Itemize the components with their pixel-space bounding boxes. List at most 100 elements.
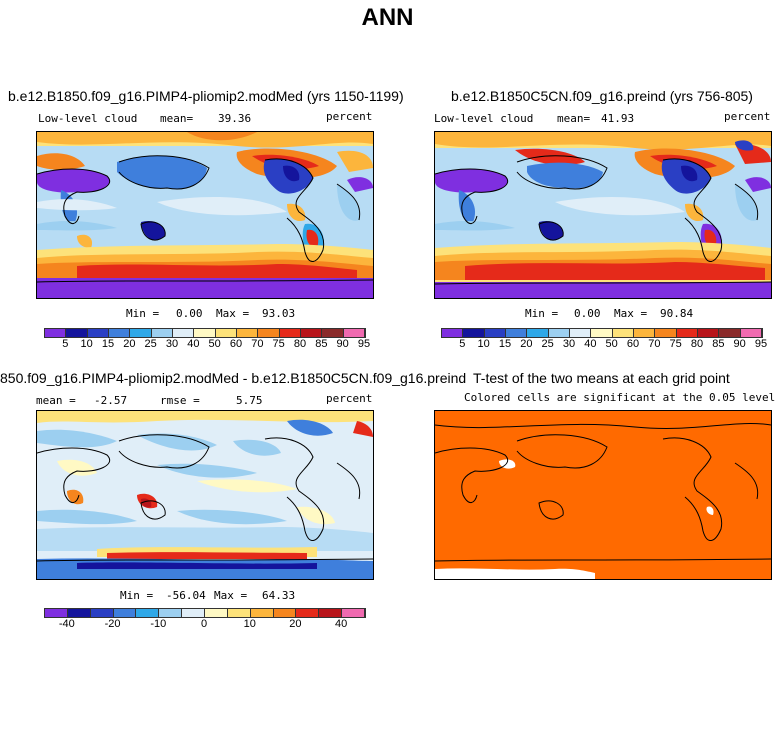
test-colorbar-cell: [279, 329, 301, 337]
test-colorbar-cell: [258, 329, 280, 337]
control-colorbar-ticks: 5 10 15 20 25 30 40 50 60 70 75 80 85 90 95: [441, 338, 767, 352]
difference-colorbar-cell: [90, 609, 114, 617]
ttest-panel-title: T-test of the two means at each grid poi…: [473, 370, 730, 386]
test-colorbar-cell: [322, 329, 344, 337]
test-colorbar-tick-label: 95: [357, 338, 371, 350]
difference-colorbar-cell: [67, 609, 91, 617]
test-colorbar-cell: [108, 329, 131, 337]
test-colorbar-tick-label: 15: [101, 338, 115, 350]
test-colorbar-tick-label: 40: [187, 338, 200, 350]
test-colorbar: [44, 328, 366, 338]
difference-colorbar-tick-label: 10: [243, 618, 256, 630]
control-colorbar-cell: [527, 329, 549, 337]
test-colorbar-tick-label: 30: [165, 338, 179, 350]
control-colorbar-tick-label: 20: [520, 338, 533, 350]
test-field-label: Low-level cloud: [38, 112, 138, 125]
control-colorbar-tick-label: 5: [459, 338, 466, 350]
test-colorbar-cell: [194, 329, 216, 337]
difference-colorbar-cell: [182, 609, 206, 617]
difference-colorbar-cell: [273, 609, 297, 617]
difference-colorbar-ticks: -40 -20 -10 0 10 20 40: [44, 618, 364, 632]
control-colorbar-tick-label: 90: [733, 338, 746, 350]
control-panel-title: b.e12.B1850C5CN.f09_g16.preind (yrs 756-…: [451, 88, 753, 104]
test-max-value: 93.03: [262, 307, 296, 320]
difference-colorbar-cell: [319, 609, 343, 617]
difference-map-field: [37, 411, 373, 579]
control-colorbar-tick-label: 95: [754, 338, 768, 350]
test-colorbar-cell: [172, 329, 195, 337]
test-colorbar-tick-label: 85: [315, 338, 328, 350]
ttest-map-field: [435, 411, 771, 579]
difference-colorbar-cell: [250, 609, 274, 617]
control-colorbar-cell: [463, 329, 485, 337]
ttest-subtitle: Colored cells are significant at the 0.0…: [464, 391, 775, 404]
control-units: percent: [724, 110, 771, 123]
test-max-label: Max =: [216, 307, 250, 320]
difference-colorbar-cell: [342, 609, 366, 617]
control-max-value: 90.84: [660, 307, 694, 320]
difference-colorbar-cell: [296, 609, 320, 617]
figure-title: ANN: [361, 4, 414, 31]
test-colorbar-cell: [151, 329, 173, 337]
test-colorbar-tick-label: 75: [272, 338, 285, 350]
test-colorbar-cell: [215, 329, 237, 337]
control-field-label: Low-level cloud: [434, 112, 534, 125]
control-min-value: 0.00: [574, 307, 601, 320]
test-colorbar-cell: [66, 329, 88, 337]
difference-max-label: Max =: [214, 589, 248, 602]
control-colorbar-cell: [697, 329, 720, 337]
control-min-label: Min =: [525, 307, 559, 320]
test-colorbar-cell: [87, 329, 109, 337]
test-cloud-map: [36, 131, 374, 299]
control-colorbar-cell: [548, 329, 570, 337]
control-colorbar-cell: [484, 329, 506, 337]
test-colorbar-ticks: 5 10 15 20 25 30 40 50 60 70 75 80 85 90 95: [44, 338, 370, 352]
control-cloud-map: [434, 131, 772, 299]
difference-colorbar-cell: [205, 609, 228, 617]
difference-rmse-value: 5.75: [236, 394, 263, 407]
difference-min-value: -56.04: [166, 589, 206, 602]
test-colorbar-cell: [343, 329, 365, 337]
control-colorbar-cell: [505, 329, 528, 337]
test-panel-title: b.e12.B1850.f09_g16.PIMP4-pliomip2.modMe…: [8, 88, 404, 104]
control-colorbar-cell: [612, 329, 634, 337]
control-mean-label: mean=: [557, 112, 591, 125]
test-colorbar-cell: [130, 329, 152, 337]
difference-colorbar-tick-label: -40: [58, 618, 75, 630]
difference-max-value: 64.33: [262, 589, 296, 602]
test-colorbar-cell: [300, 329, 323, 337]
difference-colorbar-cell: [159, 609, 183, 617]
test-min-value: 0.00: [176, 307, 203, 320]
test-colorbar-cell: [45, 329, 67, 337]
difference-mean-label: mean =: [36, 394, 76, 407]
difference-colorbar-cell: [227, 609, 251, 617]
test-colorbar-tick-label: 80: [293, 338, 307, 350]
difference-panel-title: 850.f09_g16.PIMP4-pliomip2.modMed - b.e1…: [0, 370, 467, 386]
control-colorbar-cell: [655, 329, 677, 337]
control-mean-value: 41.93: [601, 112, 635, 125]
control-colorbar-cell: [591, 329, 613, 337]
control-colorbar-tick-label: 80: [690, 338, 704, 350]
control-colorbar-tick-label: 30: [562, 338, 576, 350]
control-colorbar-cell: [740, 329, 762, 337]
control-colorbar-cell: [442, 329, 464, 337]
difference-colorbar-cell: [113, 609, 137, 617]
test-mean-label: mean=: [160, 112, 194, 125]
test-map-field: [37, 132, 373, 298]
control-colorbar-tick-label: 85: [712, 338, 725, 350]
test-colorbar-tick-label: 5: [62, 338, 69, 350]
test-colorbar-tick-label: 50: [208, 338, 221, 350]
control-colorbar-tick-label: 50: [605, 338, 618, 350]
test-min-label: Min =: [126, 307, 160, 320]
control-colorbar-cell: [719, 329, 741, 337]
difference-colorbar-tick-label: -10: [150, 618, 167, 630]
difference-colorbar-cell: [45, 609, 68, 617]
control-colorbar-tick-label: 40: [584, 338, 597, 350]
control-colorbar-tick-label: 60: [626, 338, 640, 350]
difference-min-label: Min =: [120, 589, 154, 602]
control-colorbar-cell: [676, 329, 698, 337]
test-mean-value: 39.36: [218, 112, 252, 125]
control-colorbar-cell: [569, 329, 592, 337]
control-colorbar-tick-label: 75: [669, 338, 682, 350]
difference-colorbar-tick-label: -20: [104, 618, 121, 630]
